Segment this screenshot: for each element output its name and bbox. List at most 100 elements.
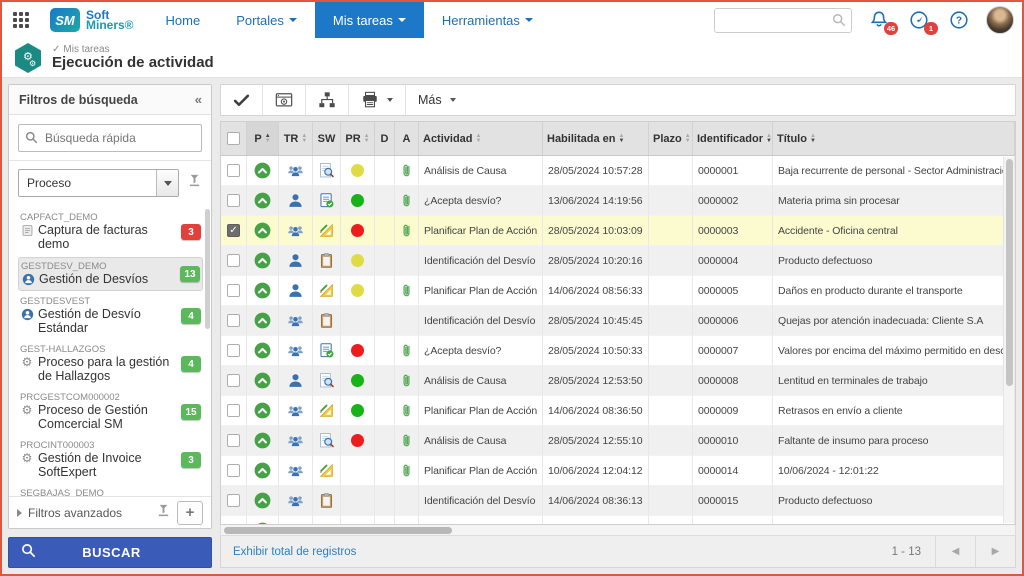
column-header-plazo[interactable]: Plazo▲▼ <box>649 122 693 155</box>
row-checkbox[interactable] <box>227 314 240 327</box>
task-row-0000009[interactable]: 0">Planificar Plan de Acción14/06/2024 0… <box>221 396 1015 426</box>
more-actions-button[interactable]: Más <box>405 85 468 115</box>
record-range: 1 - 13 <box>892 546 921 558</box>
view-data-button[interactable] <box>262 85 305 115</box>
task-row-0000003[interactable]: ✓0">Planificar Plan de Acción28/05/2024 … <box>221 216 1015 246</box>
gear-icon: ⚙ <box>20 355 34 369</box>
task-row-0000007[interactable]: 0">¿Acepta desvío?28/05/2024 10:50:33000… <box>221 336 1015 366</box>
apps-grid-icon[interactable] <box>2 2 40 38</box>
row-checkbox[interactable] <box>227 284 240 297</box>
attachment-icon <box>395 486 419 516</box>
process-item-capfact_demo[interactable]: CAPFACT_DEMOCaptura de facturas demo3 <box>18 209 203 255</box>
column-header-sw[interactable]: SW <box>313 122 341 155</box>
execute-task-button[interactable] <box>221 85 262 115</box>
clear-filter-icon[interactable] <box>187 173 202 193</box>
add-filter-button[interactable]: + <box>177 501 203 525</box>
row-checkbox[interactable] <box>227 194 240 207</box>
column-header-actividad[interactable]: Actividad▲▼ <box>419 122 543 155</box>
vertical-scrollbar[interactable] <box>1003 157 1014 523</box>
logo-line2: Miners® <box>86 20 134 30</box>
priority-icon: 0"> <box>247 426 279 456</box>
task-row-0000006[interactable]: 0">Identificación del Desvío28/05/2024 1… <box>221 306 1015 336</box>
process-code: SEGBAJAS_DEMO <box>20 488 177 496</box>
row-checkbox[interactable] <box>227 494 240 507</box>
cell-d <box>375 156 395 186</box>
cell-d <box>375 396 395 426</box>
user-task-icon <box>279 246 313 276</box>
nav-item-home[interactable]: Home <box>148 2 219 38</box>
chevron-down-icon <box>387 98 393 102</box>
cell-habilitada-en: 28/05/2024 12:53:50 <box>543 366 649 396</box>
nav-item-herramientas[interactable]: Herramientas <box>424 2 551 38</box>
column-header-d[interactable]: D <box>375 122 395 155</box>
list-scrollbar[interactable] <box>205 209 210 329</box>
column-header-pr[interactable]: PR▲▼ <box>341 122 375 155</box>
process-item-gest-hallazgos[interactable]: GEST-HALLAZGOS⚙Proceso para la gestión d… <box>18 341 203 387</box>
task-row-0000002[interactable]: 0">¿Acepta desvío?13/06/2024 14:19:56000… <box>221 186 1015 216</box>
column-header-a[interactable]: A <box>395 122 419 155</box>
row-checkbox[interactable]: ✓ <box>227 224 240 237</box>
nav-item-mis-tareas[interactable]: Mis tareas <box>315 2 424 38</box>
select-all-checkbox-header[interactable] <box>221 122 247 155</box>
cell-actividad: ¿Acepta desvío? <box>419 336 543 366</box>
advanced-filters-toggle[interactable]: Filtros avanzados <box>28 506 150 520</box>
nav-item-portales[interactable]: Portales <box>218 2 315 38</box>
row-checkbox[interactable] <box>227 344 240 357</box>
help-icon[interactable]: ? <box>946 7 972 33</box>
column-header-título[interactable]: Título▲▼ <box>773 122 1015 155</box>
task-row-0000004[interactable]: 0">Identificación del Desvío28/05/2024 1… <box>221 246 1015 276</box>
select-all-checkbox[interactable] <box>227 132 240 145</box>
process-item-gestdesvest[interactable]: GESTDESVESTGestión de Desvío Estándar4 <box>18 293 203 339</box>
show-total-link[interactable]: Exhibir total de registros <box>233 546 892 558</box>
task-row-0000010[interactable]: 0">Análisis de Causa28/05/2024 12:55:100… <box>221 426 1015 456</box>
search-button[interactable]: BUSCAR <box>8 537 212 568</box>
brand-logo[interactable]: SM Soft Miners® <box>40 2 148 38</box>
notifications-bell-icon[interactable]: 46 <box>866 7 892 33</box>
previous-page-button[interactable]: ◀ <box>935 536 975 567</box>
group-task-icon <box>279 456 313 486</box>
deadline-status-dot <box>341 216 375 246</box>
group-task-icon <box>279 396 313 426</box>
column-header-habilitada-en[interactable]: Habilitada en▲▼ <box>543 122 649 155</box>
task-row-0000001[interactable]: 0">Análisis de Causa28/05/2024 10:57:280… <box>221 156 1015 186</box>
cell-identificador: 0000004 <box>693 246 773 276</box>
row-checkbox[interactable] <box>227 254 240 267</box>
task-row-0000015[interactable]: 0">Identificación del Desvío14/06/2024 0… <box>221 486 1015 516</box>
task-row-0000016[interactable]: 0">Planificar Plan de Acción14/06/2024 0… <box>221 516 1015 524</box>
person-circle-icon <box>20 307 34 321</box>
process-item-prcgestcom000002[interactable]: PRCGESTCOM000002⚙Proceso de Gestión Comc… <box>18 389 203 435</box>
print-button[interactable] <box>348 85 405 115</box>
process-item-procint000003[interactable]: PROCINT000003⚙Gestión de Invoice SoftExp… <box>18 437 203 483</box>
flowchart-button[interactable] <box>305 85 348 115</box>
row-checkbox[interactable] <box>227 374 240 387</box>
row-checkbox[interactable] <box>227 434 240 447</box>
clear-filter-icon[interactable] <box>156 503 171 523</box>
group-task-icon <box>279 336 313 366</box>
process-item-segbajas_demo[interactable]: SEGBAJAS_DEMOSeguimiento de bajas labora… <box>18 485 203 496</box>
explore-compass-icon[interactable]: 1 <box>906 7 932 33</box>
chevron-down-icon <box>156 170 178 196</box>
next-page-button[interactable]: ▶ <box>975 536 1015 567</box>
collapse-sidebar-icon[interactable]: « <box>195 92 201 107</box>
page-title: Ejecución de actividad <box>52 55 214 71</box>
cell-plazo <box>649 366 693 396</box>
column-header-tr[interactable]: TR▲▼ <box>279 122 313 155</box>
cell-plazo <box>649 156 693 186</box>
column-header-identificador[interactable]: Identificador▲▼ <box>693 122 773 155</box>
process-item-gestdesv_demo[interactable]: GESTDESV_DEMOGestión de Desvíos13 <box>18 257 203 291</box>
row-checkbox[interactable] <box>227 464 240 477</box>
horizontal-scrollbar[interactable] <box>220 525 1016 536</box>
task-row-0000008[interactable]: 0">Análisis de Causa28/05/2024 12:53:500… <box>221 366 1015 396</box>
task-row-0000014[interactable]: 0">Planificar Plan de Acción10/06/2024 1… <box>221 456 1015 486</box>
column-header-p[interactable]: P▲▼ <box>247 122 279 155</box>
quick-search-input[interactable] <box>18 124 202 152</box>
cell-titulo: Daños en producto durante el transporte <box>773 516 1015 524</box>
cell-titulo: Accidente - Oficina central <box>773 216 1015 246</box>
row-checkbox[interactable] <box>227 404 240 417</box>
process-filter-select[interactable]: Proceso <box>18 169 179 197</box>
cell-habilitada-en: 13/06/2024 14:19:56 <box>543 186 649 216</box>
sort-icon: ▲▼ <box>685 134 691 144</box>
row-checkbox[interactable] <box>227 164 240 177</box>
user-avatar[interactable] <box>986 6 1014 34</box>
task-row-0000005[interactable]: 0">Planificar Plan de Acción14/06/2024 0… <box>221 276 1015 306</box>
